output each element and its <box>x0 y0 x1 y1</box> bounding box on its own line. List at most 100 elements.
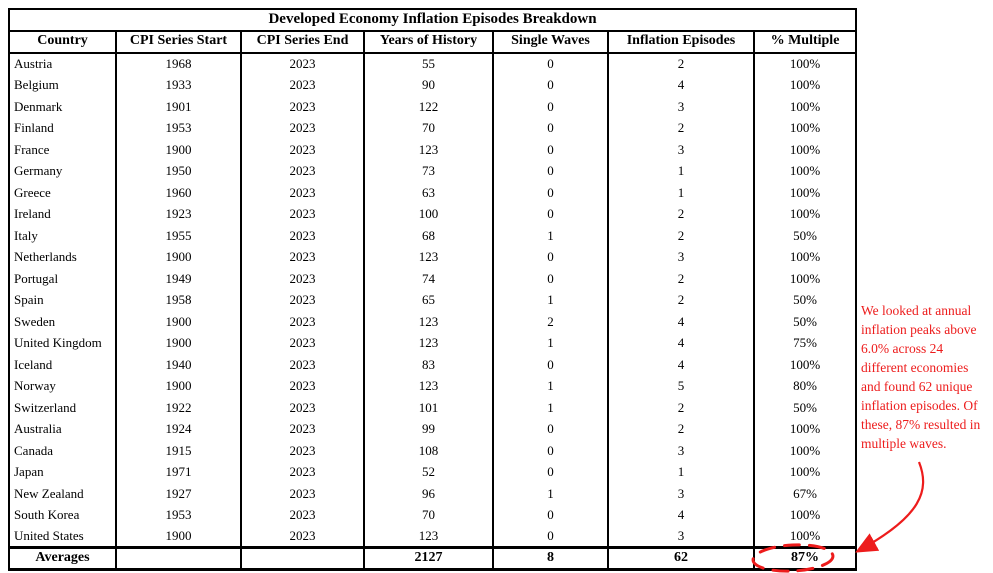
country-cell: South Korea <box>8 504 117 526</box>
value-cell: 1940 <box>115 354 242 376</box>
value-cell: 1927 <box>115 483 242 505</box>
averages-years-cell: 2127 <box>363 546 494 571</box>
value-cell: 123 <box>363 311 494 333</box>
value-cell: 100% <box>752 526 858 548</box>
value-cell: 1900 <box>115 311 242 333</box>
table-body: Austria 1968 2023 55 0 2 100% Belgium 1933 2023 90… <box>8 53 858 548</box>
averages-cpi-start-cell <box>115 546 242 571</box>
value-cell: 0 <box>492 268 609 290</box>
table-row: South Korea 1953 2023 70 0 4 100% <box>8 504 858 526</box>
value-cell: 100% <box>752 139 858 161</box>
value-cell: 100% <box>752 418 858 440</box>
value-cell: 0 <box>492 461 609 483</box>
value-cell: 101 <box>363 397 494 419</box>
value-cell: 123 <box>363 526 494 548</box>
value-cell: 0 <box>492 440 609 462</box>
value-cell: 4 <box>607 332 755 354</box>
value-cell: 1953 <box>115 504 242 526</box>
value-cell: 100% <box>752 53 858 75</box>
country-cell: United Kingdom <box>8 332 117 354</box>
value-cell: 63 <box>363 182 494 204</box>
value-cell: 1915 <box>115 440 242 462</box>
averages-row: Averages 2127 8 62 87% <box>8 546 858 571</box>
value-cell: 2023 <box>240 203 365 225</box>
table-row: Canada 1915 2023 108 0 3 100% <box>8 440 858 462</box>
value-cell: 1922 <box>115 397 242 419</box>
table-header-row: Country CPI Series Start CPI Series End … <box>8 30 858 54</box>
value-cell: 70 <box>363 504 494 526</box>
value-cell: 4 <box>607 504 755 526</box>
country-cell: Belgium <box>8 74 117 96</box>
value-cell: 0 <box>492 160 609 182</box>
value-cell: 4 <box>607 354 755 376</box>
value-cell: 0 <box>492 139 609 161</box>
value-cell: 1 <box>492 332 609 354</box>
value-cell: 0 <box>492 246 609 268</box>
country-cell: Netherlands <box>8 246 117 268</box>
value-cell: 123 <box>363 375 494 397</box>
value-cell: 65 <box>363 289 494 311</box>
value-cell: 2 <box>492 311 609 333</box>
country-cell: Portugal <box>8 268 117 290</box>
value-cell: 0 <box>492 53 609 75</box>
table-row: United Kingdom 1900 2023 123 1 4 75% <box>8 332 858 354</box>
value-cell: 100% <box>752 117 858 139</box>
averages-cpi-end-cell <box>240 546 365 571</box>
value-cell: 1 <box>492 483 609 505</box>
value-cell: 2023 <box>240 461 365 483</box>
value-cell: 2023 <box>240 440 365 462</box>
table-row: Iceland 1940 2023 83 0 4 100% <box>8 354 858 376</box>
value-cell: 2023 <box>240 526 365 548</box>
value-cell: 68 <box>363 225 494 247</box>
value-cell: 75% <box>752 332 858 354</box>
value-cell: 100% <box>752 354 858 376</box>
table-row: France 1900 2023 123 0 3 100% <box>8 139 858 161</box>
value-cell: 122 <box>363 96 494 118</box>
col-header-pct-multiple: % Multiple <box>752 30 858 54</box>
country-cell: Switzerland <box>8 397 117 419</box>
country-cell: Austria <box>8 53 117 75</box>
value-cell: 1971 <box>115 461 242 483</box>
value-cell: 50% <box>752 289 858 311</box>
country-cell: Greece <box>8 182 117 204</box>
table-row: Germany 1950 2023 73 0 1 100% <box>8 160 858 182</box>
value-cell: 2023 <box>240 483 365 505</box>
value-cell: 2 <box>607 289 755 311</box>
value-cell: 1950 <box>115 160 242 182</box>
value-cell: 2023 <box>240 375 365 397</box>
table-row: Portugal 1949 2023 74 0 2 100% <box>8 268 858 290</box>
value-cell: 0 <box>492 526 609 548</box>
averages-single-waves-cell: 8 <box>492 546 609 571</box>
value-cell: 3 <box>607 246 755 268</box>
value-cell: 0 <box>492 96 609 118</box>
table-row: Ireland 1923 2023 100 0 2 100% <box>8 203 858 225</box>
value-cell: 1968 <box>115 53 242 75</box>
value-cell: 2023 <box>240 160 365 182</box>
value-cell: 50% <box>752 225 858 247</box>
value-cell: 100% <box>752 461 858 483</box>
value-cell: 80% <box>752 375 858 397</box>
value-cell: 2023 <box>240 225 365 247</box>
annotation-arrow <box>855 461 925 553</box>
col-header-cpi-series-start: CPI Series Start <box>115 30 242 54</box>
table-row: Belgium 1933 2023 90 0 4 100% <box>8 74 858 96</box>
value-cell: 1958 <box>115 289 242 311</box>
value-cell: 67% <box>752 483 858 505</box>
value-cell: 0 <box>492 203 609 225</box>
value-cell: 1900 <box>115 332 242 354</box>
value-cell: 1 <box>607 182 755 204</box>
value-cell: 0 <box>492 117 609 139</box>
value-cell: 100 <box>363 203 494 225</box>
value-cell: 2023 <box>240 117 365 139</box>
value-cell: 74 <box>363 268 494 290</box>
value-cell: 2023 <box>240 246 365 268</box>
value-cell: 52 <box>363 461 494 483</box>
value-cell: 3 <box>607 526 755 548</box>
value-cell: 2023 <box>240 332 365 354</box>
value-cell: 100% <box>752 504 858 526</box>
country-cell: United States <box>8 526 117 548</box>
value-cell: 123 <box>363 332 494 354</box>
value-cell: 70 <box>363 117 494 139</box>
country-cell: Denmark <box>8 96 117 118</box>
value-cell: 2023 <box>240 74 365 96</box>
